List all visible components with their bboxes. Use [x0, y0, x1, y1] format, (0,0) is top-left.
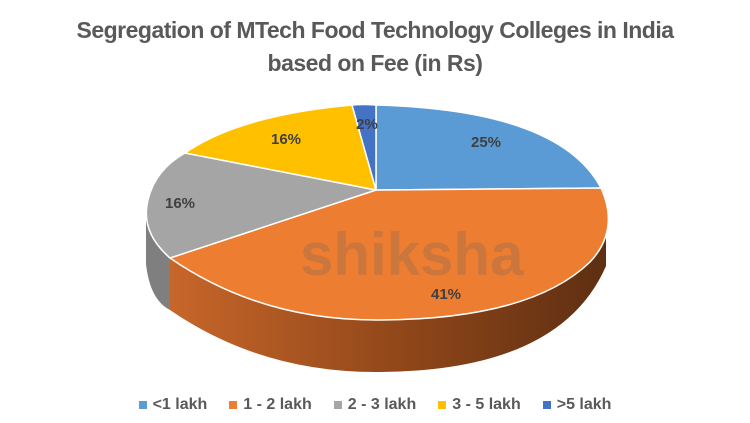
- legend-swatch: [138, 401, 147, 409]
- label-gt5-lakh: 2%: [356, 116, 378, 133]
- slice-3-5-lakh[interactable]: [183, 104, 378, 191]
- legend-label: 3 - 5 lakh: [452, 396, 521, 413]
- chart-title-line-2: based on Fee (in Rs): [267, 50, 483, 76]
- slice-lt1-lakh[interactable]: [375, 104, 603, 191]
- legend-item-1-2-lakh[interactable]: 1 - 2 lakh: [229, 396, 312, 414]
- legend-label: 1 - 2 lakh: [243, 396, 312, 413]
- legend-item-gt5-lakh[interactable]: >5 lakh: [542, 396, 612, 414]
- label-1-2-lakh: 41%: [431, 286, 461, 303]
- label-lt1-lakh: 25%: [471, 134, 501, 151]
- legend-label: <1 lakh: [152, 396, 208, 413]
- legend-label: 2 - 3 lakh: [347, 396, 417, 413]
- chart-title-line-1: Segregation of MTech Food Technology Col…: [76, 17, 674, 43]
- label-3-5-lakh: 16%: [271, 131, 301, 148]
- legend-swatch: [438, 401, 447, 409]
- legend-swatch: [542, 401, 551, 409]
- label-2-3-lakh: 16%: [165, 195, 195, 212]
- legend-item-3-5-lakh[interactable]: 3 - 5 lakh: [438, 396, 521, 414]
- legend-item-lt1-lakh[interactable]: <1 lakh: [138, 396, 208, 414]
- slice-gt5-lakh[interactable]: [351, 103, 377, 191]
- watermark-text: shiksha: [300, 221, 524, 288]
- chart-legend: <1 lakh 1 - 2 lakh 2 - 3 lakh 3 - 5 lakh…: [0, 396, 750, 414]
- slice-side-orange: [170, 214, 606, 372]
- legend-label: >5 lakh: [556, 396, 612, 413]
- legend-swatch: [229, 401, 238, 409]
- slice-1-2-lakh[interactable]: [168, 187, 610, 321]
- legend-swatch: [333, 401, 342, 409]
- legend-item-2-3-lakh[interactable]: 2 - 3 lakh: [333, 396, 417, 414]
